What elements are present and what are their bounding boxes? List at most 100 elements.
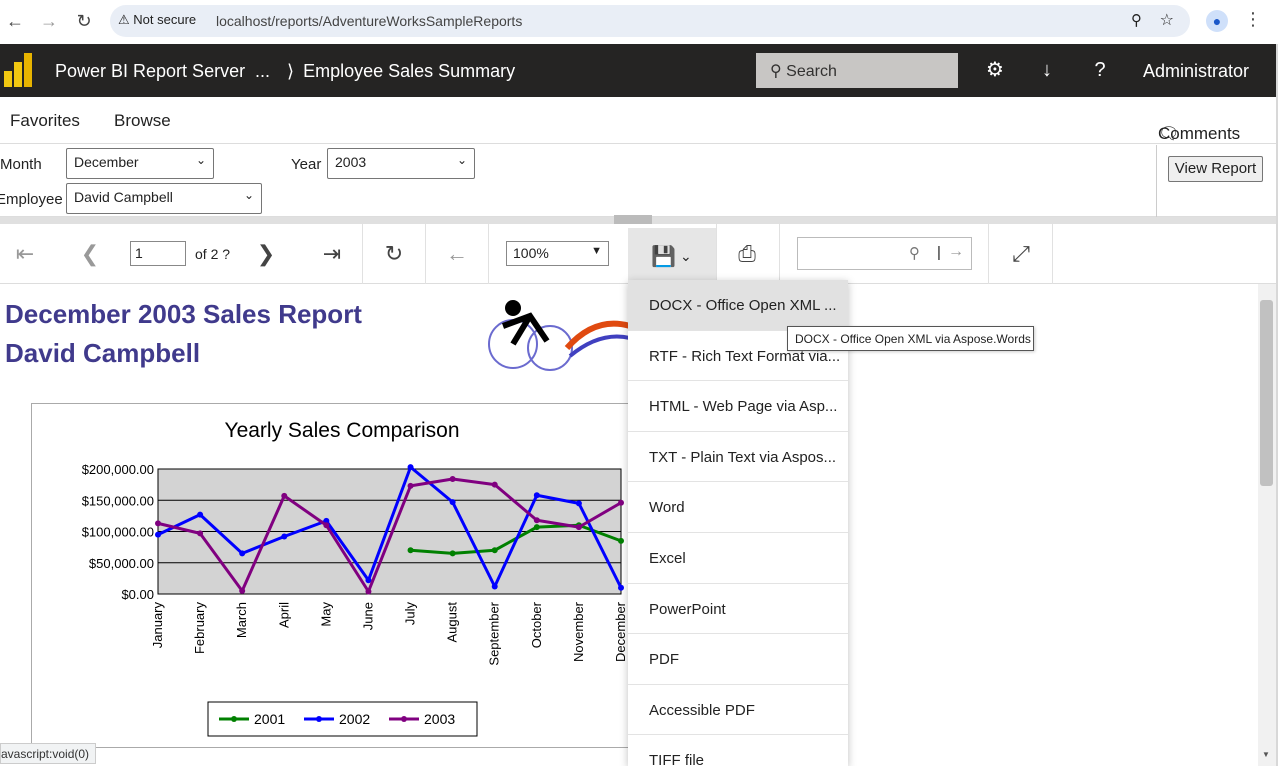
previous-page-icon[interactable]: ❮ [80,241,100,266]
vertical-scrollbar[interactable]: ▼ [1258,284,1276,766]
reload-icon[interactable]: ↻ [76,11,92,31]
data-point [407,482,414,489]
yearly-sales-chart: Yearly Sales Comparison $200,000.00 $150,… [82,419,628,737]
refresh-icon[interactable]: ↻ [384,241,404,266]
data-point [449,550,456,557]
export-option-tiff[interactable]: TIFF file [628,735,848,766]
data-point [449,476,456,482]
print-icon[interactable]: ⎙ [738,241,756,266]
legend-marker [231,716,237,722]
chevron-down-icon: ⌄ [195,153,206,167]
search-input[interactable]: ⚲ Search [756,53,958,88]
data-point [365,577,372,584]
export-option-docx[interactable]: DOCX - Office Open XML ... [628,280,848,331]
app-title[interactable]: Power BI Report Server [55,61,246,81]
zoom-select[interactable]: 100% ▼ [506,241,609,266]
series-line-2003 [157,477,622,593]
find-next-icon[interactable]: → [948,243,964,260]
y-tick-label: $50,000.00 [89,556,154,571]
bookmark-star-icon[interactable]: ☆ [1159,12,1174,29]
view-report-button[interactable]: View Report [1168,156,1263,182]
divider [1156,145,1157,217]
x-tick-label: December [613,601,628,662]
report-name[interactable]: Employee Sales Summary [303,61,516,81]
breadcrumb-more[interactable]: ... [255,61,271,81]
page-count: of 2 ? [195,246,231,262]
export-option-pdf[interactable]: PDF [628,634,848,685]
breadcrumb: ... ⟩ Employee Sales Summary [255,61,515,82]
data-point [323,522,330,529]
divider [362,224,363,284]
export-option-powerpoint[interactable]: PowerPoint [628,584,848,635]
app-header: Power BI Report Server ... ⟩ Employee Sa… [0,44,1276,97]
export-option-excel[interactable]: Excel [628,533,848,584]
divider [425,224,426,284]
y-tick-label: $0.00 [121,587,154,602]
legend-label: 2003 [424,711,455,727]
scrollbar-thumb[interactable] [1260,300,1273,486]
export-option-word[interactable]: Word [628,482,848,533]
url-text[interactable]: localhost/reports/AdventureWorksSampleRe… [216,13,523,29]
first-page-icon[interactable]: ⇤ [15,241,35,266]
y-tick-label: $150,000.00 [82,493,154,508]
next-page-icon[interactable]: ❯ [256,241,276,266]
data-point [491,481,498,488]
data-point [533,517,540,524]
chevron-down-icon: ▼ [591,245,602,257]
report-toolbar: ⇤ ❮ 1 of 2 ? ❯ ⇥ ↻ ← 100% ▼ 💾 ⌄ ⎙ ⚲ | → ⤢ [0,224,1276,284]
export-option-html[interactable]: HTML - Web Page via Asp... [628,381,848,432]
year-value: 2003 [335,154,367,170]
x-tick-label: November [571,601,586,662]
employee-select[interactable]: David Campbell ⌄ [66,183,262,214]
browser-menu-icon[interactable]: ⋮ [1244,9,1262,29]
data-point [533,492,540,499]
cyclist-logo-icon [488,300,630,371]
find-input[interactable]: ⚲ | → [797,237,972,270]
export-option-txt[interactable]: TXT - Plain Text via Aspos... [628,432,848,483]
browse-link[interactable]: Browse [114,111,171,130]
favorites-link[interactable]: Favorites [10,111,80,130]
data-point [491,547,498,554]
y-tick-label: $200,000.00 [82,462,154,477]
page-number-input[interactable]: 1 [130,241,186,266]
fullscreen-icon[interactable]: ⤢ [1012,241,1030,266]
scroll-down-icon[interactable]: ▼ [1262,750,1270,759]
export-option-rtf[interactable]: RTF - Rich Text Format via... [628,331,848,382]
user-menu[interactable]: Administrator [1143,61,1250,81]
back-to-parent-icon[interactable]: ← [446,241,468,266]
gear-icon[interactable]: ⚙ [986,59,1004,81]
chevron-right-icon: ⟩ [287,61,295,81]
help-icon[interactable]: ? [1094,59,1106,81]
back-arrow-icon[interactable]: ← [6,11,24,31]
zoom-icon[interactable]: ⚲ [1131,12,1142,29]
zoom-value: 100% [513,245,549,261]
y-tick-label: $100,000.00 [82,525,154,540]
legend-label: 2001 [254,711,285,727]
data-point [239,587,246,594]
x-tick-label: August [445,602,460,643]
find-icon[interactable]: ⚲ [909,245,920,262]
month-select[interactable]: December ⌄ [66,148,214,179]
last-page-icon[interactable]: ⇥ [322,241,342,266]
data-point [575,500,582,507]
report-title: December 2003 Sales Report [5,299,362,329]
power-bi-logo-icon [4,53,32,87]
profile-avatar-icon[interactable]: ● [1206,10,1228,32]
forward-arrow-icon[interactable]: → [40,11,58,31]
search-placeholder: Search [786,63,837,80]
export-button[interactable]: 💾 ⌄ [628,228,717,284]
year-select[interactable]: 2003 ⌄ [327,148,475,179]
collapse-handle[interactable] [614,215,652,224]
chevron-down-icon: ⌄ [456,153,467,167]
export-menu: DOCX - Office Open XML ... RTF - Rich Te… [628,280,848,766]
data-point [155,531,161,538]
x-tick-label: October [529,601,544,648]
divider [1052,224,1053,284]
export-option-accessible-pdf[interactable]: Accessible PDF [628,685,848,736]
address-bar[interactable]: ⚠ Not secure localhost/reports/Adventure… [110,5,1190,37]
download-icon[interactable]: ↓ [1042,59,1052,81]
employee-name: David Campbell [5,338,201,368]
divider [779,224,780,284]
security-indicator[interactable]: ⚠ Not secure [118,12,197,27]
year-label: Year [291,156,322,173]
